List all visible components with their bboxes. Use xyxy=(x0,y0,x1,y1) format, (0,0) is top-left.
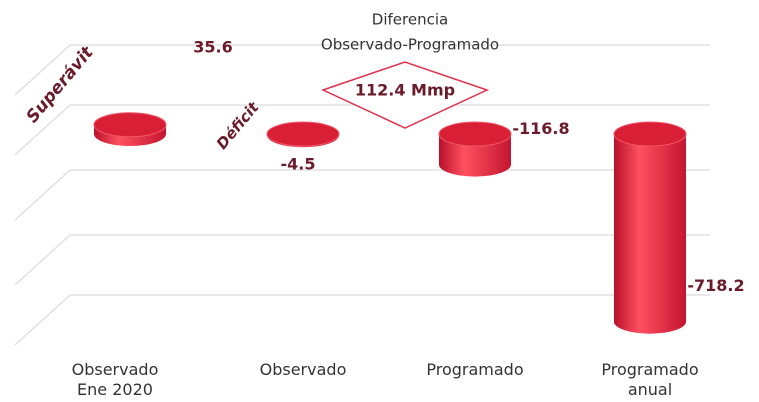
difference-value: 112.4 Mmp xyxy=(355,81,455,100)
deficit-label: Déficit xyxy=(213,98,263,153)
value-label: -718.2 xyxy=(687,276,744,295)
x-tick-label: Observado xyxy=(259,360,347,379)
value-label: -4.5 xyxy=(281,155,316,174)
bar-top xyxy=(438,121,512,147)
x-tick-label: Programado xyxy=(426,360,524,379)
value-label: -116.8 xyxy=(512,119,569,138)
grid xyxy=(14,44,710,346)
x-tick-label: Observado Ene 2020 xyxy=(71,360,159,399)
x-tick-label: Programado anual xyxy=(601,360,699,399)
bar-top xyxy=(613,121,687,147)
value-label: 35.6 xyxy=(193,38,232,57)
bar xyxy=(614,122,686,334)
bar-top xyxy=(266,121,340,147)
difference-title: Diferencia xyxy=(372,11,448,29)
bar-top xyxy=(93,112,167,138)
difference-title: Observado-Programado xyxy=(321,36,499,54)
difference-box xyxy=(320,61,490,129)
